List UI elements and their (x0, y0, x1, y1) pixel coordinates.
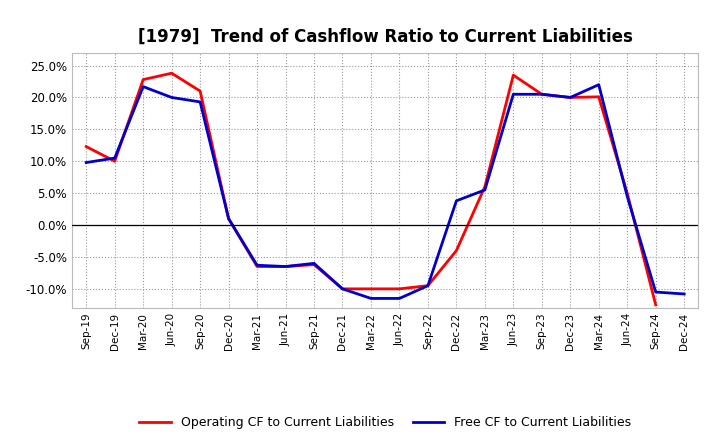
Free CF to Current Liabilities (652, 290, 660, 295)
Free CF to Current Liabilities (310, 260, 318, 266)
Operating CF to Current Liabilities (480, 184, 489, 189)
Operating CF to Current Liabilities (338, 286, 347, 292)
Operating CF to Current Liabilities (509, 73, 518, 78)
Free CF to Current Liabilities (623, 194, 631, 199)
Line: Free CF to Current Liabilities: Free CF to Current Liabilities (86, 84, 684, 298)
Operating CF to Current Liabilities (395, 286, 404, 292)
Operating CF to Current Liabilities (623, 191, 631, 196)
Free CF to Current Liabilities (139, 84, 148, 89)
Operating CF to Current Liabilities (366, 286, 375, 292)
Operating CF to Current Liabilities (196, 88, 204, 94)
Free CF to Current Liabilities (595, 82, 603, 87)
Operating CF to Current Liabilities (423, 283, 432, 288)
Free CF to Current Liabilities (282, 264, 290, 269)
Operating CF to Current Liabilities (566, 95, 575, 100)
Free CF to Current Liabilities (566, 95, 575, 100)
Operating CF to Current Liabilities (310, 262, 318, 267)
Free CF to Current Liabilities (680, 291, 688, 297)
Free CF to Current Liabilities (338, 286, 347, 292)
Free CF to Current Liabilities (395, 296, 404, 301)
Operating CF to Current Liabilities (537, 92, 546, 97)
Legend: Operating CF to Current Liabilities, Free CF to Current Liabilities: Operating CF to Current Liabilities, Fre… (135, 411, 636, 434)
Free CF to Current Liabilities (452, 198, 461, 203)
Free CF to Current Liabilities (253, 263, 261, 268)
Free CF to Current Liabilities (167, 95, 176, 100)
Title: [1979]  Trend of Cashflow Ratio to Current Liabilities: [1979] Trend of Cashflow Ratio to Curren… (138, 28, 633, 46)
Free CF to Current Liabilities (509, 92, 518, 97)
Free CF to Current Liabilities (366, 296, 375, 301)
Operating CF to Current Liabilities (595, 94, 603, 99)
Free CF to Current Liabilities (480, 187, 489, 193)
Free CF to Current Liabilities (110, 155, 119, 161)
Free CF to Current Liabilities (82, 160, 91, 165)
Operating CF to Current Liabilities (110, 159, 119, 164)
Operating CF to Current Liabilities (652, 302, 660, 308)
Operating CF to Current Liabilities (225, 216, 233, 221)
Operating CF to Current Liabilities (139, 77, 148, 82)
Line: Operating CF to Current Liabilities: Operating CF to Current Liabilities (86, 73, 656, 305)
Free CF to Current Liabilities (537, 92, 546, 97)
Free CF to Current Liabilities (225, 216, 233, 221)
Operating CF to Current Liabilities (282, 264, 290, 269)
Free CF to Current Liabilities (423, 283, 432, 288)
Operating CF to Current Liabilities (167, 70, 176, 76)
Operating CF to Current Liabilities (253, 264, 261, 269)
Operating CF to Current Liabilities (452, 248, 461, 253)
Free CF to Current Liabilities (196, 99, 204, 105)
Operating CF to Current Liabilities (82, 144, 91, 149)
